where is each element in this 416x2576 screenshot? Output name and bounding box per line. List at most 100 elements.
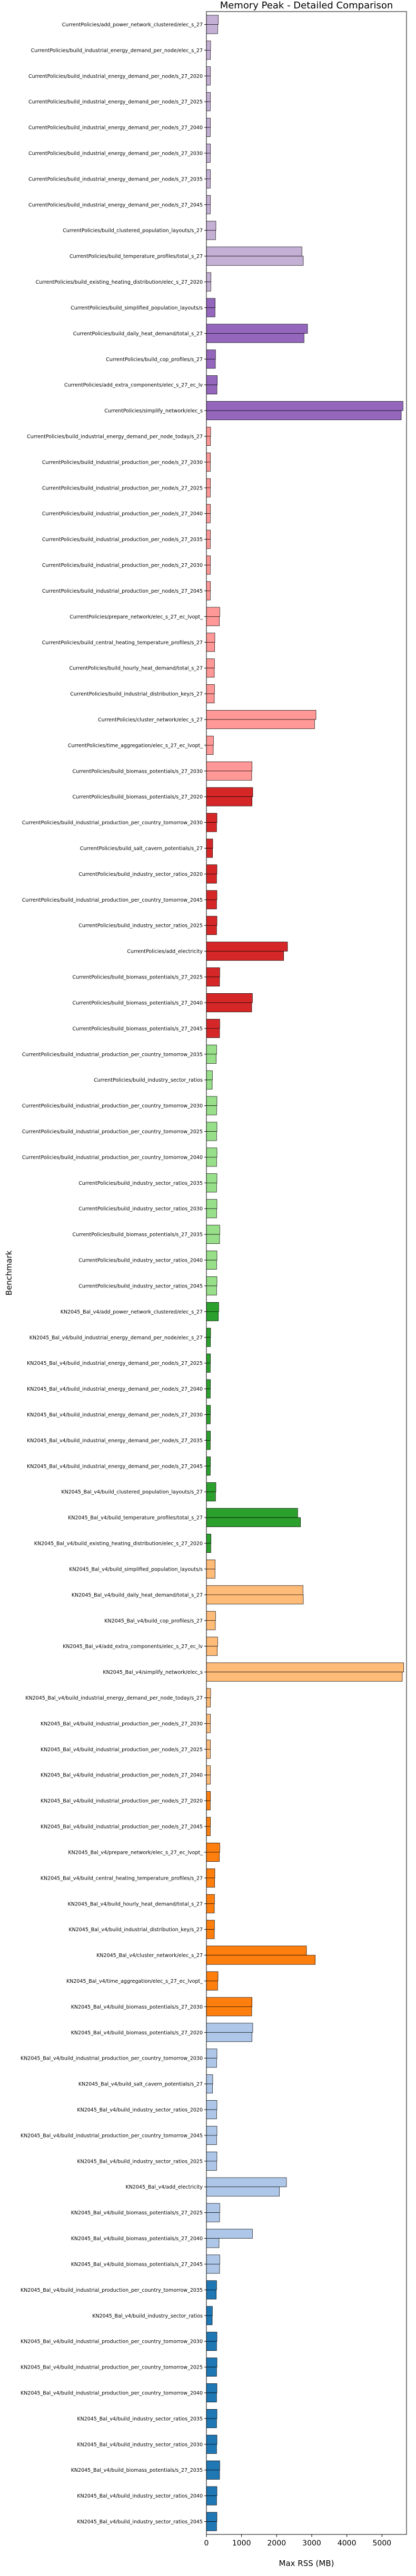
bar	[206, 1543, 211, 1553]
bar-group: CurrentPolicies/build_industrial_product…	[22, 890, 217, 910]
bar	[206, 1225, 220, 1235]
bar	[206, 2332, 217, 2342]
bar-group: KN2045_Bal_v4/build_industry_sector_rati…	[77, 2100, 217, 2119]
bar-group: KN2045_Bal_v4/build_industrial_energy_de…	[27, 1431, 211, 1450]
bar-group: CurrentPolicies/build_industrial_product…	[42, 555, 211, 575]
bar	[206, 1714, 211, 1724]
bar	[206, 2212, 220, 2222]
category-label: KN2045_Bal_v4/build_industrial_productio…	[41, 1824, 203, 1830]
bar-group: CurrentPolicies/build_industrial_distrib…	[70, 684, 215, 704]
bar	[206, 1182, 217, 1193]
bar-group: KN2045_Bal_v4/build_industry_sector_rati…	[92, 2306, 213, 2325]
bar	[206, 2470, 220, 2480]
bar	[206, 1363, 211, 1373]
bar	[206, 2151, 217, 2162]
bar-group: CurrentPolicies/build_industrial_product…	[22, 1122, 217, 1141]
bar	[206, 2135, 217, 2145]
category-label: CurrentPolicies/build_central_heating_te…	[42, 640, 203, 646]
bar	[206, 41, 211, 51]
bar	[206, 1646, 218, 1656]
bar	[206, 1920, 215, 1930]
bar-group: CurrentPolicies/build_industrial_product…	[42, 478, 211, 497]
bar	[206, 1723, 211, 1733]
category-label: CurrentPolicies/build_existing_heating_d…	[36, 279, 203, 285]
bar	[206, 1002, 252, 1012]
plot-frame	[206, 11, 407, 2535]
bar-group: KN2045_Bal_v4/build_industrial_energy_de…	[27, 1456, 211, 1476]
category-label: KN2045_Bal_v4/build_temperature_profiles…	[68, 1515, 203, 1521]
category-label: KN2045_Bal_v4/build_hourly_heat_demand/t…	[68, 1901, 203, 1907]
category-label: CurrentPolicies/time_aggregation/elec_s_…	[68, 743, 203, 748]
category-label: CurrentPolicies/build_biomass_potentials…	[73, 794, 203, 800]
category-label: CurrentPolicies/add_power_network_cluste…	[62, 22, 203, 28]
bar-group: KN2045_Bal_v4/build_biomass_potentials/s…	[71, 2229, 253, 2248]
bar	[206, 555, 211, 565]
category-label: CurrentPolicies/build_industrial_product…	[42, 460, 203, 465]
bar	[206, 581, 211, 591]
category-label: KN2045_Bal_v4/build_salt_cavern_potentia…	[78, 2082, 203, 2088]
bar-group: KN2045_Bal_v4/prepare_network/elec_s_27_…	[68, 1842, 220, 1862]
bar	[206, 2161, 217, 2171]
category-label: CurrentPolicies/build_industry_sector_ra…	[78, 1206, 203, 1212]
bar-group: KN2045_Bal_v4/build_central_heating_temp…	[41, 1868, 215, 1888]
bar	[206, 1173, 217, 1183]
bar	[206, 1285, 217, 1295]
bar-group: KN2045_Bal_v4/build_industry_sector_rati…	[77, 2434, 217, 2454]
category-label: KN2045_Bal_v4/build_industry_sector_rati…	[92, 2313, 203, 2319]
bar	[206, 1389, 211, 1399]
category-label: CurrentPolicies/build_industry_sector_ra…	[78, 923, 203, 929]
bar	[206, 1559, 216, 1570]
bar	[206, 1260, 217, 1270]
bar-group: KN2045_Bal_v4/build_biomass_potentials/s…	[71, 2203, 220, 2222]
category-label: CurrentPolicies/build_industrial_product…	[22, 1155, 203, 1161]
bar	[206, 2460, 220, 2471]
bar	[206, 2367, 217, 2377]
category-label: KN2045_Bal_v4/prepare_network/elec_s_27_…	[68, 1850, 203, 1855]
bar-group: CurrentPolicies/build_industrial_product…	[22, 1096, 217, 1115]
category-label: CurrentPolicies/build_industrial_energy_…	[28, 151, 203, 156]
category-label: CurrentPolicies/build_industrial_energy_…	[31, 48, 203, 54]
bar	[206, 591, 211, 601]
bar	[206, 1070, 213, 1081]
category-label: CurrentPolicies/build_industry_sector_ra…	[78, 1258, 203, 1264]
bar	[206, 256, 304, 266]
bar	[206, 2495, 217, 2505]
bar	[206, 2341, 217, 2351]
bar	[206, 101, 211, 112]
bar	[206, 1431, 211, 1441]
category-label: KN2045_Bal_v4/build_biomass_potentials/s…	[71, 2262, 203, 2268]
bar-group: KN2045_Bal_v4/build_hourly_heat_demand/t…	[68, 1894, 215, 1913]
bar	[206, 195, 211, 205]
category-label: KN2045_Bal_v4/build_industrial_energy_de…	[27, 1412, 203, 1418]
bar-group: KN2045_Bal_v4/build_biomass_potentials/s…	[71, 2254, 220, 2274]
category-label: KN2045_Bal_v4/build_industry_sector_rati…	[77, 2416, 203, 2422]
bar-group: CurrentPolicies/build_hourly_heat_demand…	[69, 658, 215, 678]
category-label: CurrentPolicies/build_industrial_product…	[42, 537, 203, 543]
bar	[206, 66, 211, 76]
bar	[206, 1636, 218, 1647]
bar-group: CurrentPolicies/build_industry_sector_ra…	[94, 1070, 213, 1090]
bar	[206, 2006, 252, 2016]
bar	[206, 2238, 220, 2248]
bar	[206, 2512, 217, 2522]
bar	[206, 127, 211, 137]
bar	[206, 993, 253, 1003]
category-label: CurrentPolicies/simplify_network/elec_s	[104, 408, 203, 414]
bar	[206, 384, 217, 395]
bar	[206, 874, 217, 884]
bar-group: KN2045_Bal_v4/build_industry_sector_rati…	[77, 2512, 217, 2531]
category-label: KN2045_Bal_v4/build_industry_sector_rati…	[77, 2519, 203, 2525]
category-label: CurrentPolicies/build_industrial_product…	[22, 820, 203, 826]
bar	[206, 15, 219, 25]
category-label: CurrentPolicies/build_industry_sector_ra…	[94, 1077, 203, 1083]
bar-group: CurrentPolicies/build_industry_sector_ra…	[78, 916, 217, 935]
bar-group: KN2045_Bal_v4/build_industrial_productio…	[41, 1714, 211, 1733]
bar-group: KN2045_Bal_v4/build_biomass_potentials/s…	[71, 1997, 253, 2016]
bar-group: KN2045_Bal_v4/build_existing_heating_dis…	[34, 1534, 212, 1553]
bar	[206, 976, 220, 987]
category-label: KN2045_Bal_v4/build_industrial_productio…	[41, 1747, 203, 1753]
bar	[206, 169, 211, 179]
category-label: CurrentPolicies/add_electricity	[127, 949, 203, 955]
bar	[206, 350, 216, 360]
bar	[206, 1482, 216, 1492]
